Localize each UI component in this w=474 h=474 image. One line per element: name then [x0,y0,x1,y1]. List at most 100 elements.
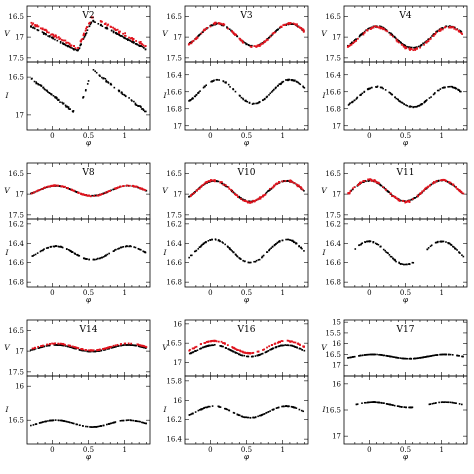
data-points [188,179,305,204]
data-point-red [60,38,63,41]
data-point-red [57,36,60,38]
data-point [205,84,208,87]
data-point [73,422,75,425]
data-point [436,89,439,92]
data-point [271,90,274,92]
data-point-red [349,44,352,46]
data-point [369,401,372,404]
data-point [121,93,124,96]
data-point [74,347,77,350]
data-point-red [87,349,90,352]
data-point-red [273,343,276,345]
data-point-red [104,347,107,350]
data-point [270,91,273,93]
data-point-red [439,27,442,30]
data-point [442,240,445,243]
data-points [347,353,464,360]
data-point [40,421,43,424]
y-tick-label: 16.8 [325,105,341,113]
data-point [248,261,251,264]
data-point-red [456,28,458,31]
data-point [119,35,122,37]
data-point-red [113,27,116,30]
data-point-red [396,40,399,43]
data-point [359,94,361,97]
data-point [121,344,124,347]
data-point [380,401,383,404]
data-point-red [382,28,384,31]
data-point-red [302,29,305,32]
data-point-red [46,185,49,188]
data-point [80,43,82,45]
data-point [278,83,281,85]
data-point [396,405,399,407]
data-point-red [262,349,264,351]
data-point-red [435,180,438,182]
data-point-red [226,344,229,347]
data-point-red [67,344,70,347]
data-point [455,87,458,90]
data-points [188,405,305,419]
data-point [55,344,57,346]
data-point [361,242,364,244]
data-point [224,243,226,246]
data-point-red [255,45,257,48]
data-point-red [405,201,407,203]
data-point [454,247,456,250]
data-point [188,352,191,355]
data-point-red [195,189,198,192]
data-point-red [273,184,276,187]
data-point [194,250,197,253]
data-point [398,262,401,264]
data-point-red [61,185,64,188]
data-point-red [220,340,223,343]
data-point-red [435,31,437,34]
axes-frame [343,375,468,445]
data-point [72,422,74,425]
data-point [104,348,106,351]
y-axis-label: I [322,405,327,414]
data-point-red [252,199,255,202]
data-point [145,347,147,349]
data-point [390,256,393,258]
data-point [224,407,226,410]
data-point-red [458,189,461,192]
data-point [105,79,108,82]
data-point-red [252,351,255,354]
data-point-red [188,349,191,352]
y-tick-label: 17 [15,348,24,356]
data-point [291,239,294,242]
data-point [73,347,75,350]
data-point [354,38,357,41]
data-point [76,49,78,52]
data-point [432,402,435,405]
data-point [234,352,237,354]
data-point [423,356,425,358]
data-point-red [386,30,389,33]
data-point-red [118,31,121,34]
data-point [92,350,94,353]
data-point [262,413,264,416]
data-point [460,403,463,406]
data-point [445,401,448,404]
data-point [259,353,262,356]
y-tick-label: 16.5 [325,407,341,415]
data-point [359,354,362,357]
y-tick-label: 16.6 [166,88,182,96]
data-point [448,242,451,245]
data-point [43,88,46,90]
data-point-red [242,199,244,202]
data-point [76,254,79,256]
data-point [197,409,200,412]
data-point [94,350,96,353]
data-point-red [36,25,39,28]
data-point [52,94,55,97]
data-point [123,93,125,96]
data-point [34,253,37,256]
x-tick-label: 1 [439,132,443,140]
data-point [358,244,360,247]
data-point-red [251,352,254,355]
data-point [49,419,52,422]
